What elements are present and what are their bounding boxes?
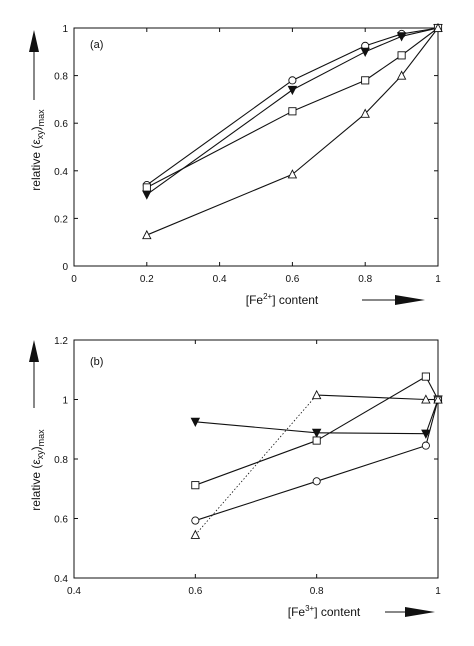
panel-label: (b) bbox=[90, 356, 103, 368]
series-3-segment bbox=[425, 399, 439, 446]
series-3-point bbox=[421, 441, 430, 450]
x-tick-label: 0 bbox=[71, 274, 77, 285]
series-4-point bbox=[287, 169, 298, 179]
series-1-point bbox=[421, 429, 431, 439]
series-3-point bbox=[312, 477, 321, 486]
series-markers bbox=[190, 372, 443, 539]
series-2-point bbox=[360, 47, 370, 57]
series-2-point bbox=[396, 32, 407, 42]
series-2-point bbox=[191, 481, 200, 490]
series-3-point bbox=[142, 183, 151, 192]
y-tick-label: 0.4 bbox=[54, 574, 68, 585]
y-axis-label: relative (εxy)max bbox=[29, 109, 46, 191]
series-markers bbox=[142, 22, 443, 240]
series-3-point bbox=[361, 76, 370, 85]
series-1-segment bbox=[292, 45, 366, 81]
series-2-point bbox=[312, 436, 321, 445]
y-tick-label: 0.4 bbox=[54, 167, 68, 178]
plot-frame bbox=[73, 27, 439, 267]
series-4-segment bbox=[316, 394, 426, 401]
series-2-point bbox=[142, 190, 152, 200]
x-axis-ticks: 0 0.2 0.4 0.6 0.8 1 bbox=[71, 28, 441, 285]
series-4-segment bbox=[292, 113, 366, 175]
y-axis-label: relative (εxy)max bbox=[29, 429, 46, 511]
series-2-segment bbox=[292, 51, 366, 91]
y-axis-arrow bbox=[29, 30, 39, 100]
series-2-point bbox=[421, 372, 430, 381]
series-4-point bbox=[396, 70, 407, 80]
series-4-segment bbox=[146, 173, 293, 236]
series-2-segment bbox=[195, 440, 317, 486]
series-3-segment bbox=[401, 27, 439, 56]
x-axis-arrow bbox=[385, 607, 435, 617]
series-2-point bbox=[287, 85, 298, 96]
series-4-point bbox=[421, 394, 431, 404]
x-axis-label: [Fe3+] content bbox=[288, 604, 361, 619]
x-tick-label: 0.6 bbox=[188, 586, 202, 597]
series-4-point bbox=[142, 229, 152, 240]
series-4-point bbox=[360, 108, 370, 118]
series-4-segment bbox=[364, 75, 402, 115]
y-tick-label: 0.8 bbox=[54, 72, 68, 83]
series-2-segment bbox=[146, 89, 293, 196]
y-tick-label: 1 bbox=[62, 24, 68, 35]
y-tick-label: 0.8 bbox=[54, 455, 68, 466]
series-4-point bbox=[433, 394, 443, 404]
series-1-point bbox=[190, 417, 201, 427]
y-axis-ticks: 0 0.2 0.4 0.6 0.8 1 bbox=[54, 24, 438, 273]
x-tick-label: 1 bbox=[435, 274, 441, 285]
x-tick-label: 0.4 bbox=[67, 586, 81, 597]
y-tick-label: 0.6 bbox=[54, 515, 68, 526]
series-3-segment bbox=[146, 110, 293, 188]
series-4-point bbox=[311, 389, 322, 400]
series-1-point bbox=[288, 76, 297, 85]
x-tick-label: 0.8 bbox=[358, 274, 372, 285]
series-1-segment bbox=[195, 421, 317, 434]
series-4-point bbox=[433, 22, 443, 33]
x-axis-arrow bbox=[362, 295, 425, 305]
y-axis-ticks: 0.4 0.6 0.8 1 1.2 bbox=[54, 336, 438, 585]
series-3-point bbox=[397, 51, 406, 60]
series-3-segment bbox=[316, 445, 427, 482]
series-4-segment bbox=[401, 27, 439, 76]
series-1-segment bbox=[146, 79, 293, 186]
series-2-segment bbox=[401, 27, 439, 37]
x-tick-label: 0.6 bbox=[285, 274, 299, 285]
series-3-point bbox=[288, 107, 297, 116]
y-tick-label: 0 bbox=[62, 262, 68, 273]
y-tick-label: 1.2 bbox=[54, 336, 68, 347]
series-1-point bbox=[311, 428, 322, 439]
y-tick-label: 0.2 bbox=[54, 214, 68, 225]
series-3-segment bbox=[364, 54, 402, 81]
x-tick-label: 0.8 bbox=[310, 586, 324, 597]
series-3-point bbox=[191, 516, 200, 525]
series-4-point bbox=[190, 529, 201, 539]
series-lines bbox=[195, 376, 439, 536]
y-axis-arrow bbox=[29, 340, 39, 408]
series-4-segment bbox=[195, 394, 317, 536]
panel-label: (a) bbox=[90, 39, 103, 51]
chart-panel-a: (a) 0 0.2 0.4 0.6 0.8 1 0 0.2 0.4 0.6 0.8 1 relati… bbox=[29, 22, 443, 307]
series-3-segment bbox=[195, 480, 317, 522]
x-tick-label: 0.2 bbox=[140, 274, 154, 285]
series-2-segment bbox=[316, 376, 427, 442]
series-1-segment bbox=[365, 33, 402, 47]
series-2-segment bbox=[364, 35, 402, 53]
x-axis-label: [Fe2+] content bbox=[246, 292, 319, 307]
series-3-segment bbox=[292, 79, 366, 112]
series-lines bbox=[146, 27, 439, 236]
x-tick-label: 0.4 bbox=[213, 274, 227, 285]
chart-panel-b: (b) 0.4 0.6 0.8 1 0.4 0.6 0.8 1 1.2 relative (ε… bbox=[29, 336, 443, 619]
y-tick-label: 1 bbox=[62, 396, 68, 407]
series-1-segment bbox=[316, 432, 426, 435]
y-tick-label: 0.6 bbox=[54, 119, 68, 130]
x-tick-label: 1 bbox=[435, 586, 441, 597]
x-axis-ticks: 0.4 0.6 0.8 1 bbox=[67, 340, 441, 597]
